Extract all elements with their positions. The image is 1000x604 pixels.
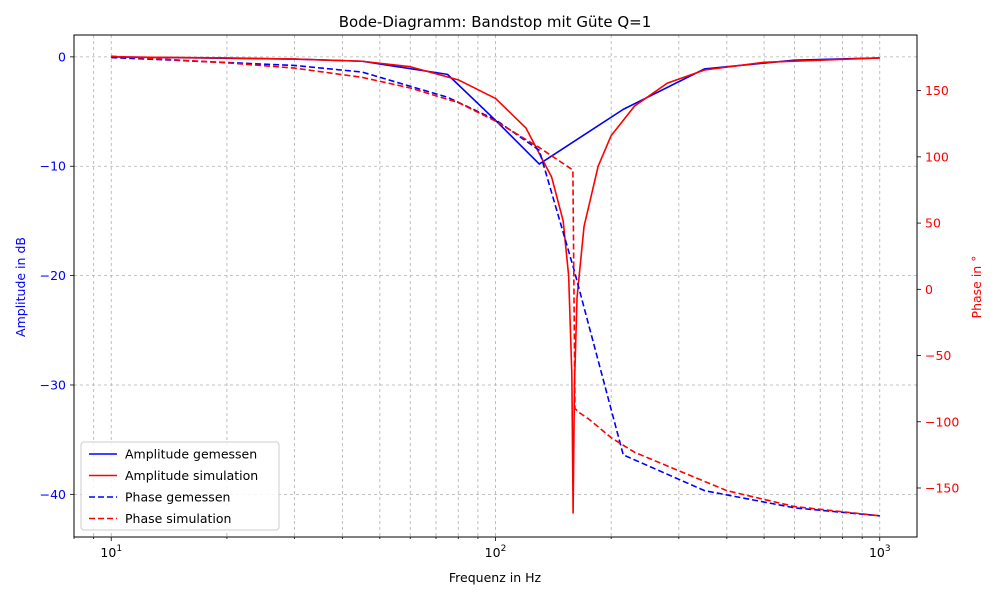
legend: Amplitude gemessen Amplitude simulation Ph…: [80, 441, 280, 531]
y-right-tick-label: −50: [925, 348, 951, 363]
legend-label: Phase gemessen: [125, 490, 230, 505]
y-left-tick-label: −30: [40, 377, 66, 392]
chart-title: Bode-Diagramm: Bandstop mit Güte Q=1: [339, 13, 652, 31]
grid-layer: [73, 35, 917, 537]
series-line-amplitude-simulation: [111, 56, 880, 514]
tick-layer: 0 −10 −20 −30 −40 150 100 50 0 −50 −100 −150 101 102 1…: [40, 49, 960, 560]
y-right-tick-label: −150: [925, 480, 959, 495]
y-right-tick-label: 150: [925, 83, 949, 98]
legend-label: Amplitude gemessen: [125, 447, 257, 462]
y-axis-label-right: Phase in °: [969, 256, 984, 319]
x-tick-label: 103: [869, 544, 891, 560]
y-left-tick-label: −40: [40, 487, 66, 502]
x-axis-label: Frequenz in Hz: [449, 570, 542, 585]
y-axis-label-left: Amplitude in dB: [13, 237, 28, 337]
y-right-tick-label: 0: [925, 282, 933, 297]
y-right-tick-label: −100: [925, 414, 959, 429]
y-left-tick-label: −20: [40, 268, 66, 283]
x-tick-label: 102: [485, 544, 507, 560]
series-layer: [111, 55, 880, 517]
legend-label: Phase simulation: [125, 511, 231, 526]
y-left-tick-label: 0: [58, 49, 66, 64]
x-tick-label: 101: [100, 544, 122, 560]
legend-label: Amplitude simulation: [125, 468, 258, 483]
y-right-tick-label: 100: [925, 149, 949, 164]
y-right-tick-label: 50: [925, 216, 941, 231]
series-line-phase-simulation: [111, 55, 880, 517]
legend-box: [80, 441, 280, 531]
series-line-phase-gemessen: [111, 56, 880, 517]
y-left-tick-label: −10: [40, 159, 66, 174]
